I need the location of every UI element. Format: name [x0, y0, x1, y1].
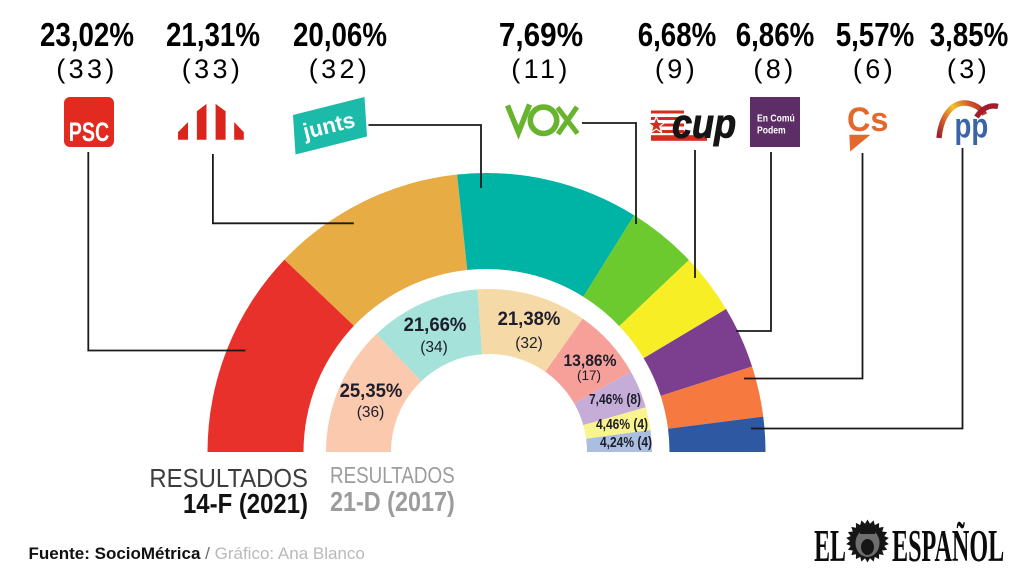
svg-text:En Comú: En Comú: [757, 113, 795, 125]
svg-text:EL: EL: [814, 520, 846, 571]
svg-text:Cs: Cs: [847, 101, 888, 139]
svg-text:PSC: PSC: [69, 118, 110, 148]
svg-text:ESPAÑOL: ESPAÑOL: [892, 520, 1004, 571]
svg-text:pp: pp: [955, 105, 989, 145]
svg-text:Podem: Podem: [757, 125, 786, 137]
svg-text:cup: cup: [672, 101, 736, 147]
